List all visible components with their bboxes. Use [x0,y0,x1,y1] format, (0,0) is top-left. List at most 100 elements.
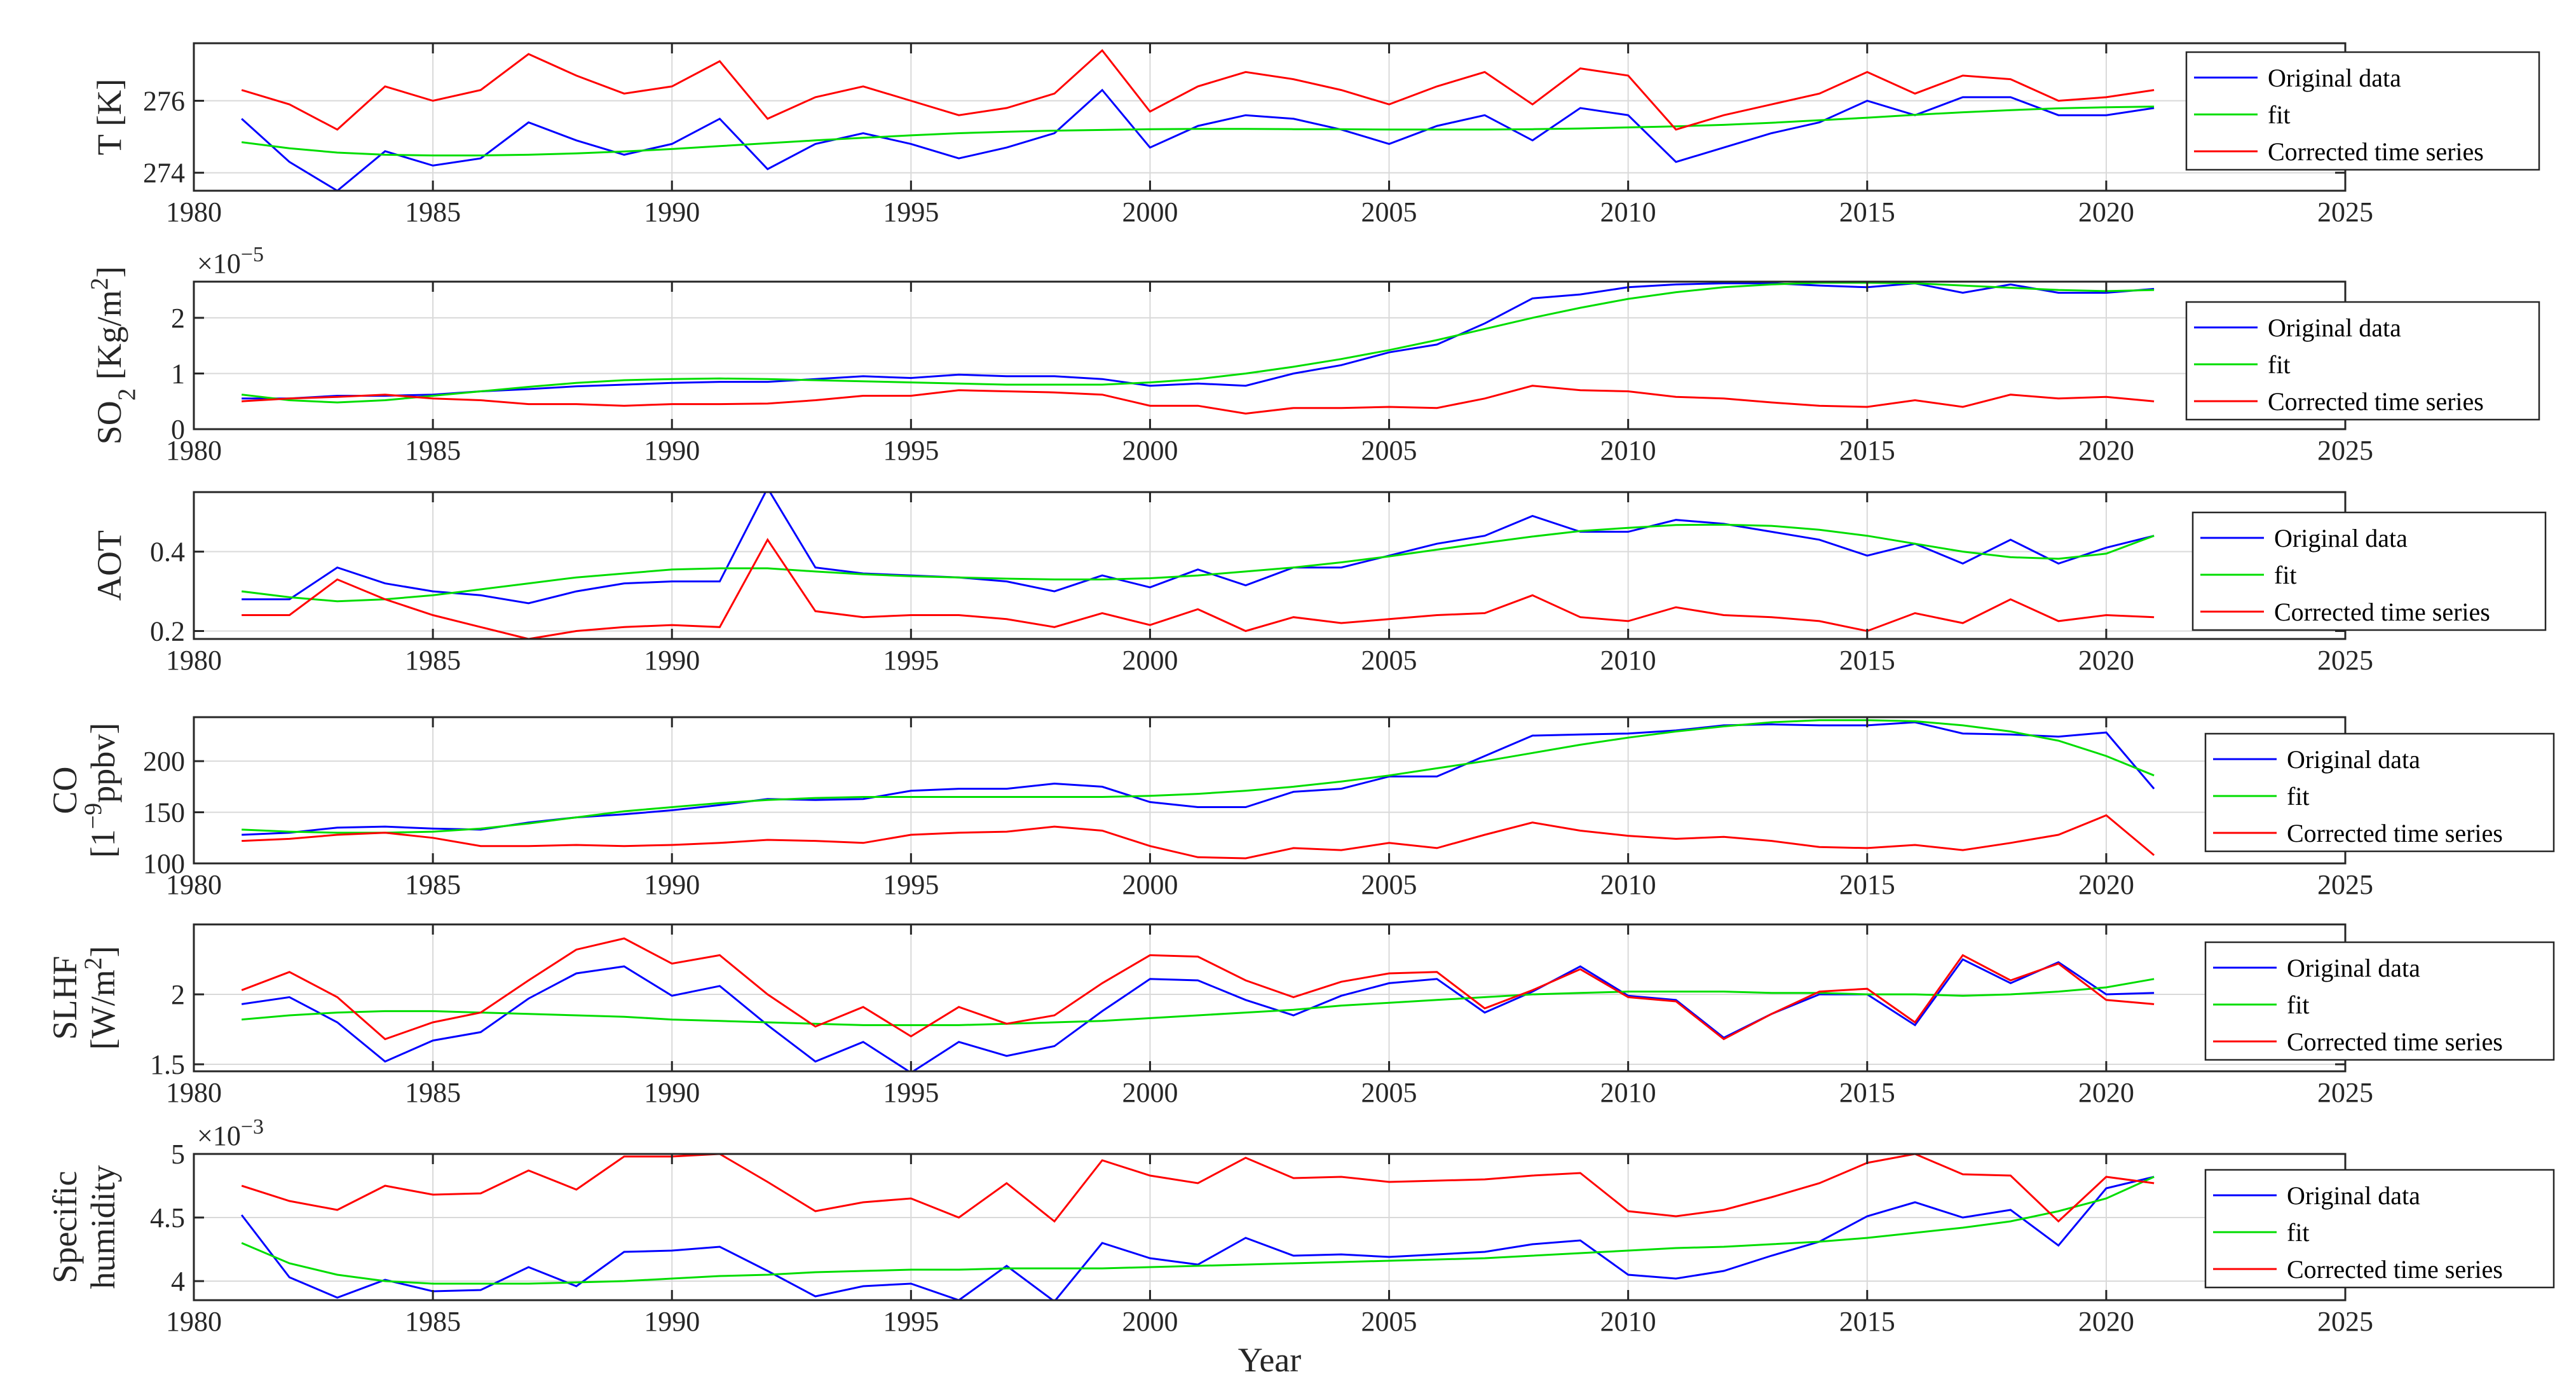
x-tick-label: 2005 [1361,645,1417,676]
y-tick-label: 100 [143,848,185,879]
series-line-corrected-time-series [242,385,2155,415]
y-tick-label: 4 [171,1266,185,1297]
y-tick-label: 1.5 [150,1049,185,1080]
panel-so2: 1980 1985 1990 1995 2000 2005 2010 2015 2020 2025… [86,243,2540,466]
x-tick-label: 1985 [405,645,461,676]
legend-label: Corrected time series [2287,1255,2503,1284]
x-tick-label: 2025 [2317,1306,2373,1337]
x-tick-label: 1990 [644,869,700,900]
series-line-corrected-time-series [241,49,2155,131]
series-line-fit [242,282,2155,404]
legend-box [2191,511,2547,631]
legend: Original data fit Corrected time series [2204,941,2555,1061]
series-line-original-data [242,282,2155,400]
x-tick-label: 2025 [2317,869,2373,900]
x-tick-label: 2015 [1839,196,1895,228]
x-tick-label: 1990 [644,645,700,676]
panel-co: 1980 1985 1990 1995 2000 2005 2010 2015 2020 2025… [46,716,2555,900]
series-line-corrected-time-series [242,814,2155,860]
x-tick-label: 2025 [2317,645,2373,676]
legend-box [2185,301,2540,421]
panel-aot: 1980 1985 1990 1995 2000 2005 2010 2015 2020 2025… [90,491,2547,676]
series-line-original-data [241,1176,2155,1300]
series-line-fit [242,523,2155,603]
x-tick-label: 1990 [644,196,700,228]
y-tick-label: 2 [171,979,185,1010]
x-tick-label: 1995 [883,869,939,900]
panel-slhf: 1980 1985 1990 1995 2000 2005 2010 2015 2020 2025… [46,923,2555,1108]
series-line-corrected-time-series [242,538,2155,639]
x-tick-label: 1985 [405,196,461,228]
x-tick-label: 1985 [405,869,461,900]
x-tick-label: 1985 [405,1077,461,1108]
y-tick-label: 274 [143,158,185,189]
x-tick-label: 2020 [2078,435,2134,466]
x-tick-label: 2000 [1122,869,1178,900]
series-line-original-data [242,492,2155,605]
series-line-fit [242,106,2155,156]
x-tick-label: 2005 [1361,196,1417,228]
legend-label: fit [2274,561,2297,589]
x-tick-label: 1990 [644,435,700,466]
x-tick-label: 2005 [1361,435,1417,466]
x-tick-label: 1980 [166,869,222,900]
y-tick-label: 1 [171,358,185,389]
x-tick-label: 2000 [1122,196,1178,228]
x-tick-label: 2025 [2317,196,2373,228]
legend-label: Original data [2287,1181,2420,1210]
x-tick-label: 2010 [1600,645,1656,676]
x-tick-label: 2020 [2078,869,2134,900]
x-tick-label: 2010 [1600,1306,1656,1337]
legend-label: Corrected time series [2274,598,2490,626]
plot-area [194,717,2345,863]
series-line-fit [242,978,2155,1026]
x-tick-label: 1990 [644,1306,700,1337]
legend-label: fit [2287,1218,2310,1247]
x-tick-label: 2000 [1122,1306,1178,1337]
x-tick-label: 2015 [1839,869,1895,900]
y-axis-label: SLHF [46,956,84,1040]
x-tick-label: 1985 [405,1306,461,1337]
y-tick-label: 5 [171,1139,185,1170]
y-tick-label: 0 [171,414,185,445]
legend-label: Original data [2268,64,2401,92]
legend-label: Original data [2287,745,2420,774]
plot-area [194,282,2345,429]
x-tick-label: 2010 [1600,1077,1656,1108]
x-tick-label: 1995 [883,645,939,676]
x-tick-label: 1980 [166,645,222,676]
x-tick-label: 2015 [1839,435,1895,466]
x-tick-label: 1980 [166,196,222,228]
series-line-fit [242,719,2155,834]
x-tick-label: 2015 [1839,1306,1895,1337]
x-tick-label: 2000 [1122,645,1178,676]
y-exponent-label: ×10−3 [197,1115,264,1152]
legend-label: fit [2287,991,2310,1019]
x-tick-label: 2015 [1839,1077,1895,1108]
legend-label: fit [2287,782,2310,811]
x-tick-label: 2020 [2078,645,2134,676]
legend-label: Corrected time series [2268,137,2484,166]
x-tick-label: 2020 [2078,196,2134,228]
legend-label: Corrected time series [2287,819,2503,848]
x-tick-label: 1995 [883,1077,939,1108]
x-tick-label: 1990 [644,1077,700,1108]
plot-area [194,492,2345,639]
legend-label: Corrected time series [2287,1027,2503,1056]
y-tick-label: 150 [143,797,185,828]
y-axis-label: CO [46,766,84,814]
legend: Original data fit Corrected time series [2204,1169,2555,1289]
legend: Original data fit Corrected time series [2204,732,2555,853]
y-tick-label: 0.4 [150,537,185,568]
legend-label: Corrected time series [2268,387,2484,416]
y-axis-label: Specific [46,1171,84,1284]
x-tick-label: 2005 [1361,1077,1417,1108]
plot-area [194,924,2345,1071]
panel-t: 1980 1985 1990 1995 2000 2005 2010 2015 2020 2025… [90,42,2540,228]
y-axis-label: [W/m2] [79,946,123,1050]
x-tick-label: 2000 [1122,1077,1178,1108]
y-tick-label: 0.2 [150,616,185,647]
legend-box [2204,941,2555,1061]
y-axis-label: [1−9ppbv] [79,723,123,858]
